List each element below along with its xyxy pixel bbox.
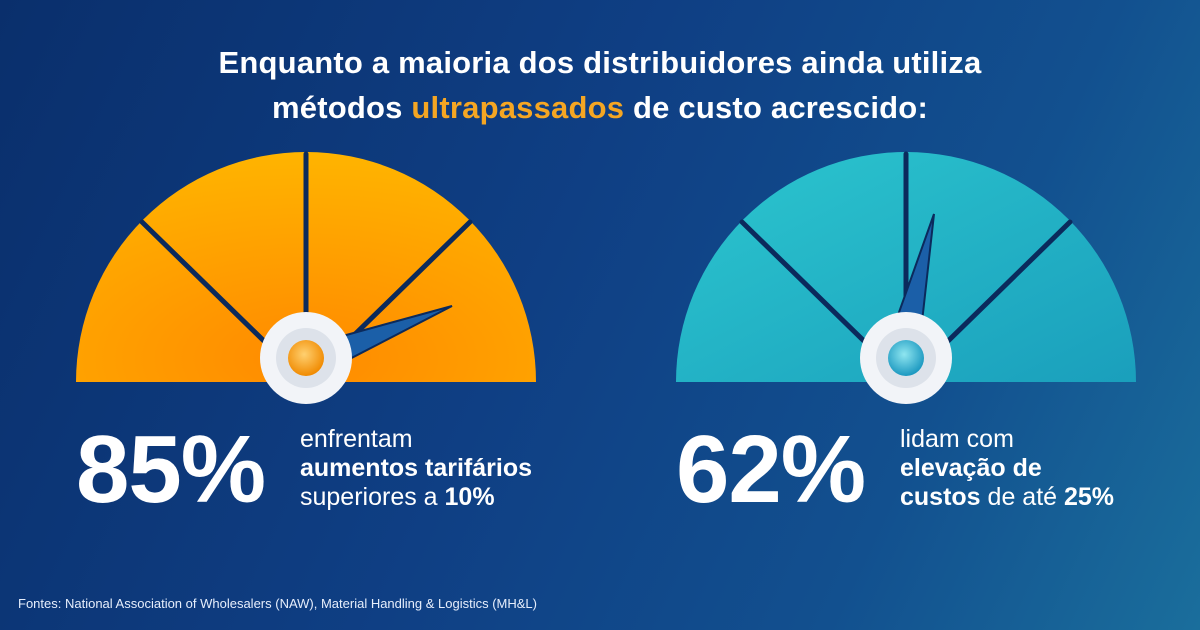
stat-right-desc-bold-prefix: custos (900, 483, 981, 511)
headline-line-2-suffix: de custo acrescido: (624, 90, 928, 125)
sources-footnote: Fontes: National Association of Wholesal… (18, 596, 537, 611)
gauge-right (666, 150, 1146, 410)
headline: Enquanto a maioria dos distribuidores ai… (0, 40, 1200, 130)
stat-right-desc-line-1: lidam com (900, 425, 1014, 453)
stat-left-desc-line-3: superiores a 10% (300, 483, 532, 512)
stat-left-desc-value: 10% (444, 483, 495, 511)
headline-line-2-prefix: métodos (272, 90, 412, 125)
stat-right-description: lidam com elevação de custos de até 25% (900, 425, 1114, 512)
stat-left-percent: 85% (76, 416, 266, 523)
gauge-left (66, 150, 546, 410)
stat-left-desc-line-2: aumentos tarifários (300, 454, 532, 483)
stat-right-desc-line-3: custos de até 25% (900, 483, 1114, 512)
stat-left-desc-bold: aumentos tarifários (300, 454, 533, 482)
stat-left-desc-regular: superiores a (300, 483, 445, 511)
stat-left-desc-line-1: enfrentam (300, 425, 413, 453)
stat-right-desc-regular: de até (980, 483, 1064, 511)
gauge-right-graphic (676, 151, 1136, 404)
gauge-left-knob-center (288, 340, 324, 376)
gauge-right-knob-center (888, 340, 924, 376)
headline-highlight: ultrapassados (411, 90, 625, 125)
stat-right-desc-line-2: elevação de (900, 454, 1114, 483)
gauge-left-graphic (76, 151, 536, 404)
headline-line-1: Enquanto a maioria dos distribuidores ai… (218, 45, 982, 80)
stat-right-desc-value: 25% (1064, 483, 1115, 511)
stat-right-percent: 62% (676, 416, 866, 523)
stat-right-desc-bold: elevação de (900, 454, 1042, 482)
stat-left-description: enfrentam aumentos tarifários superiores… (300, 425, 532, 512)
headline-line-2: métodos ultrapassados de custo acrescido… (0, 85, 1200, 130)
